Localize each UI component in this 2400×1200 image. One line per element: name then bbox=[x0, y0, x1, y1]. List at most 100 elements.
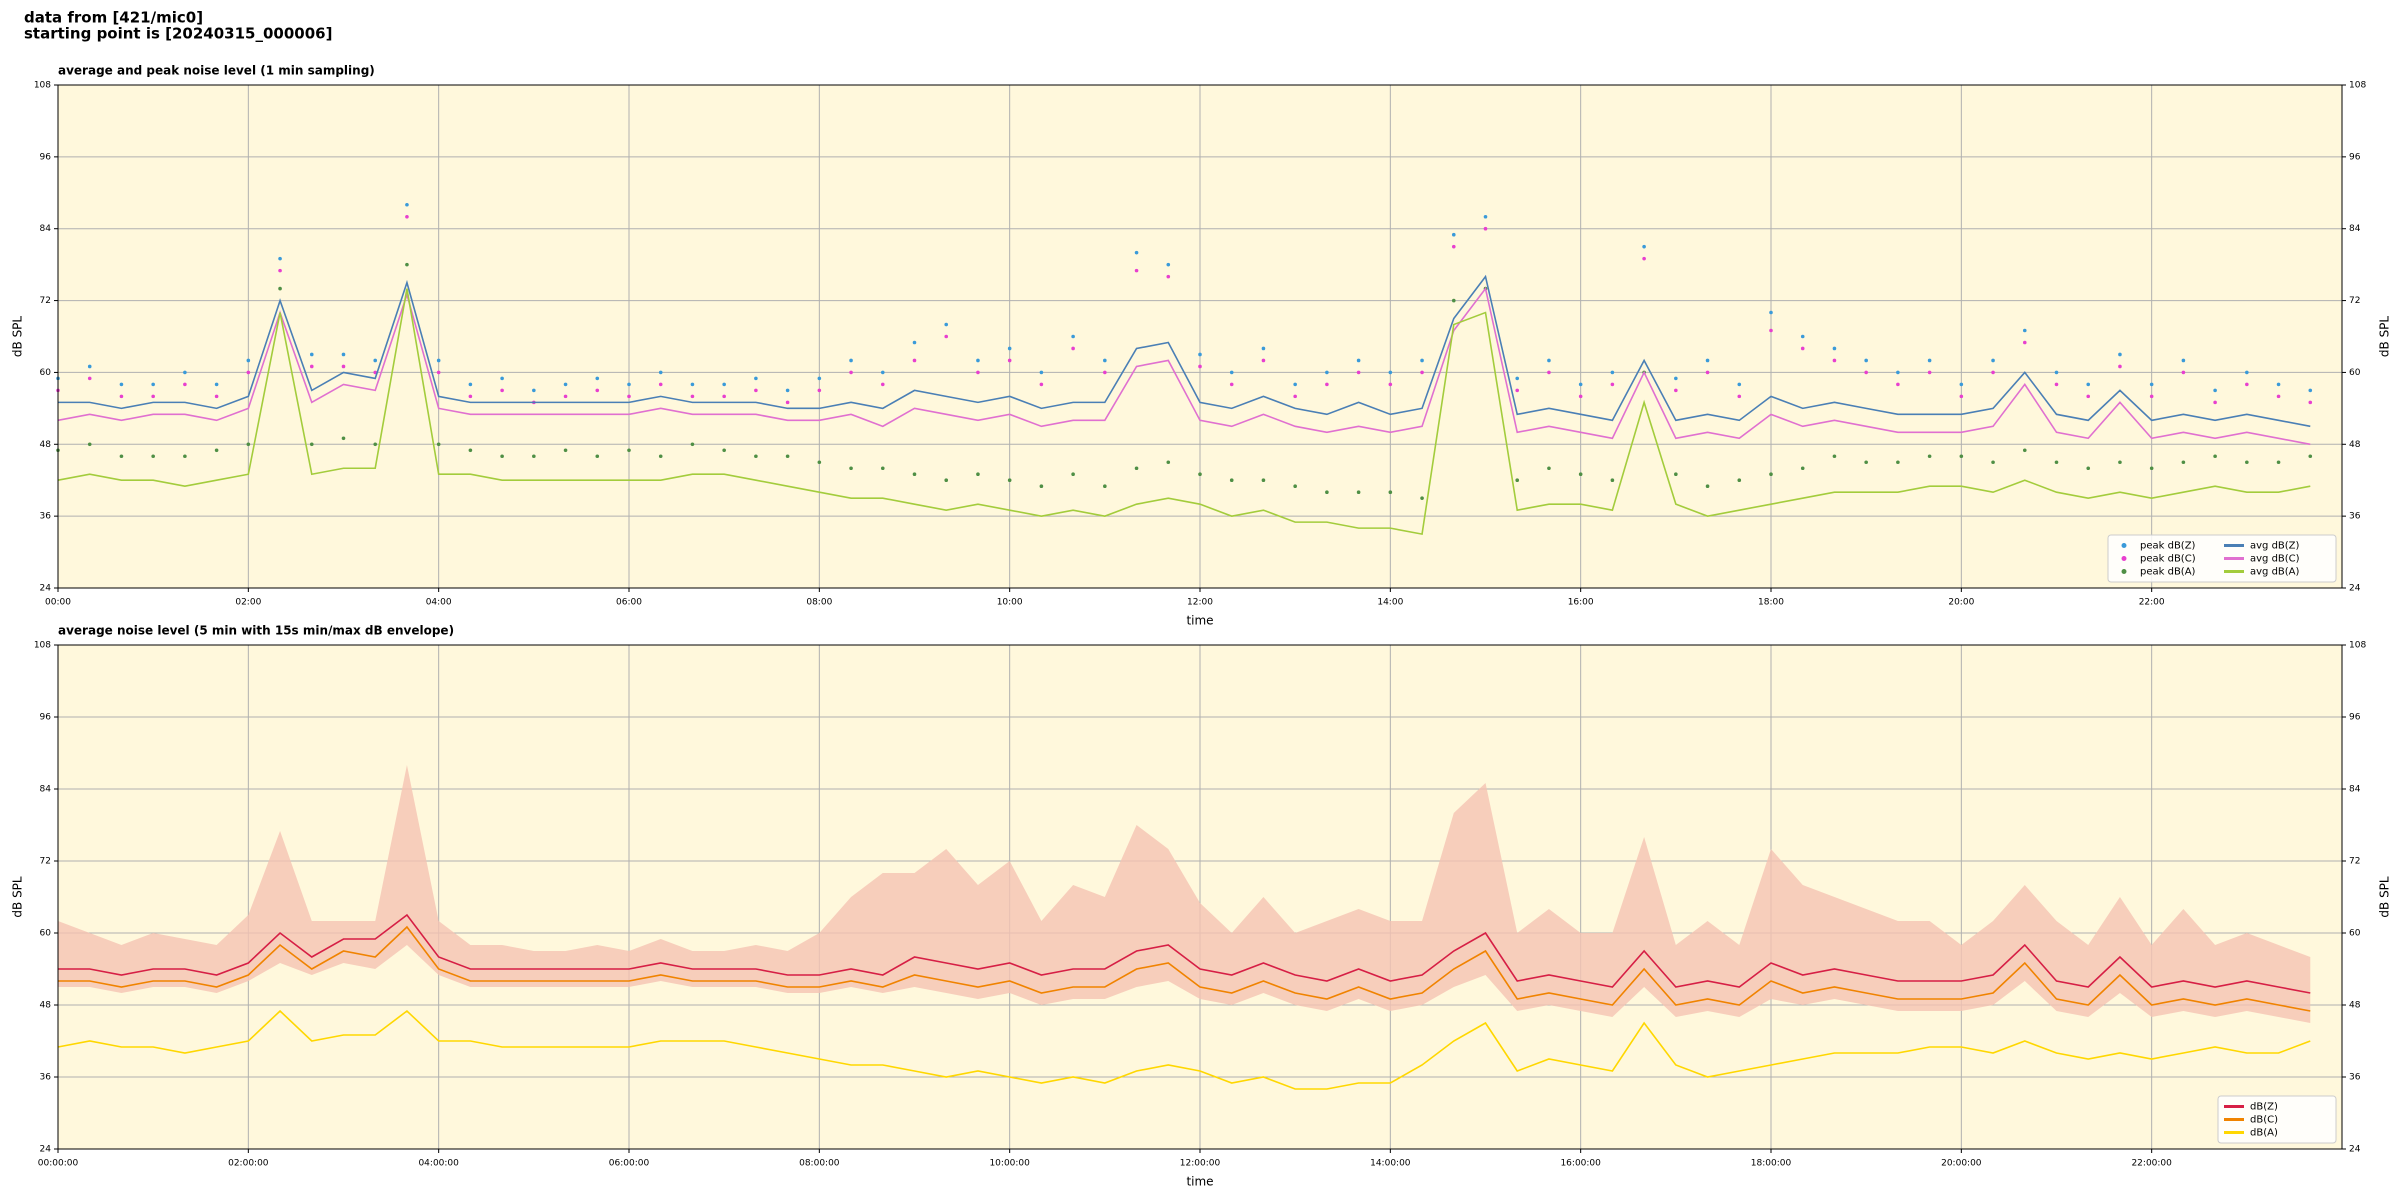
series-line bbox=[58, 925, 2311, 1012]
peak-point bbox=[2308, 388, 2313, 393]
peak-point bbox=[1705, 358, 1710, 363]
legend-label: avg dB(Z) bbox=[2250, 541, 2300, 552]
x-tick-label: 20:00 bbox=[1948, 598, 1974, 608]
peak-point bbox=[1578, 472, 1583, 477]
envelope bbox=[58, 765, 2311, 1023]
plot-frame bbox=[57, 644, 2343, 1150]
y-tick-label: 108 bbox=[34, 641, 51, 651]
peak-point bbox=[278, 286, 282, 291]
legend-label: avg dB(A) bbox=[2250, 567, 2300, 578]
y-tick-label: 60 bbox=[40, 929, 52, 939]
peak-point bbox=[214, 394, 219, 399]
x-tick-label: 00:00 bbox=[45, 598, 71, 608]
x-tick-label: 18:00:00 bbox=[1751, 1159, 1792, 1169]
peak-point bbox=[309, 364, 314, 369]
y-tick-label: 72 bbox=[2349, 296, 2360, 306]
peak-point bbox=[817, 388, 822, 393]
peak-point bbox=[87, 442, 92, 447]
peak-point bbox=[1103, 358, 1107, 363]
chart-title: average and peak noise level (1 min samp… bbox=[58, 64, 375, 78]
x-tick-label: 12:00 bbox=[1187, 598, 1213, 608]
y-tick-label: 36 bbox=[40, 1073, 52, 1083]
y-axis-label: dB SPL bbox=[2378, 316, 2392, 358]
peak-point bbox=[817, 460, 822, 465]
peak-point bbox=[2118, 352, 2122, 357]
peak-point bbox=[2149, 394, 2154, 399]
peak-point bbox=[2118, 460, 2122, 465]
peak-point bbox=[1356, 370, 1361, 375]
series-line bbox=[58, 913, 2311, 994]
peak-point bbox=[1705, 484, 1710, 489]
peak-point bbox=[1927, 370, 1932, 375]
peak-point bbox=[1420, 358, 1424, 363]
peak-point bbox=[1737, 382, 1742, 387]
peak-point bbox=[436, 370, 441, 375]
peak-point bbox=[1515, 478, 1520, 483]
peak-point bbox=[2276, 382, 2281, 387]
peak-point bbox=[1896, 370, 1900, 375]
peak-point bbox=[690, 382, 695, 387]
series-line bbox=[57, 288, 2311, 536]
peak-point bbox=[2308, 400, 2313, 405]
peak-point bbox=[1483, 226, 1488, 231]
y-tick-label: 84 bbox=[40, 785, 52, 795]
peak-point bbox=[1927, 454, 1932, 459]
peak-point bbox=[785, 454, 790, 459]
peak-point bbox=[1039, 484, 1044, 489]
peak-point bbox=[1261, 358, 1266, 363]
y-tick-label: 72 bbox=[40, 857, 51, 867]
peak-point bbox=[436, 358, 441, 363]
peak-point bbox=[1103, 370, 1107, 375]
x-tick-label: 22:00 bbox=[2139, 598, 2165, 608]
peak-point bbox=[1325, 382, 1329, 387]
y-tick-label: 96 bbox=[40, 713, 52, 723]
peak-point bbox=[278, 268, 282, 273]
peak-point bbox=[563, 382, 568, 387]
peak-point bbox=[532, 388, 536, 393]
peak-point bbox=[849, 370, 853, 375]
peak-point bbox=[1610, 478, 1615, 483]
peak-point bbox=[1293, 484, 1297, 489]
y-tick-label: 108 bbox=[34, 81, 51, 91]
peak-point bbox=[1166, 274, 1171, 279]
peak-point bbox=[690, 442, 695, 447]
peak-point bbox=[246, 358, 251, 363]
peak-point bbox=[1578, 394, 1583, 399]
peak-point bbox=[373, 358, 378, 363]
y-tick-label: 108 bbox=[2349, 81, 2366, 91]
y-tick-label: 72 bbox=[40, 296, 51, 306]
peak-point bbox=[1356, 358, 1361, 363]
peak-point bbox=[2181, 460, 2186, 465]
peak-point bbox=[944, 478, 949, 483]
peak-point bbox=[1515, 376, 1520, 381]
legend bbox=[2107, 534, 2337, 583]
x-axis-label: time bbox=[1186, 1175, 1213, 1189]
peak-point bbox=[2149, 382, 2154, 387]
peak-point bbox=[658, 370, 663, 375]
y-tick-label: 36 bbox=[2349, 1073, 2361, 1083]
peak-point bbox=[119, 454, 124, 459]
peak-point bbox=[1229, 478, 1234, 483]
peak-point bbox=[119, 394, 124, 399]
x-tick-label: 08:00 bbox=[806, 598, 832, 608]
peak-point bbox=[1451, 232, 1456, 237]
header-line: data from [421/mic0] bbox=[24, 9, 203, 27]
peak-point bbox=[246, 370, 251, 375]
peak-point bbox=[912, 472, 917, 477]
peak-point bbox=[1325, 370, 1329, 375]
peak-point bbox=[2022, 448, 2027, 453]
x-tick-label: 16:00:00 bbox=[1560, 1159, 1601, 1169]
peak-point bbox=[2086, 466, 2091, 471]
y-tick-label: 60 bbox=[2349, 929, 2361, 939]
x-axis-label: time bbox=[1186, 614, 1213, 628]
peak-point bbox=[690, 394, 695, 399]
peak-point bbox=[563, 394, 568, 399]
y-tick-label: 24 bbox=[40, 1145, 52, 1155]
peak-point bbox=[1737, 394, 1742, 399]
peak-point bbox=[1800, 346, 1805, 351]
peak-point bbox=[817, 376, 822, 381]
peak-point bbox=[1991, 460, 1995, 465]
x-tick-label: 20:00:00 bbox=[1941, 1159, 1982, 1169]
peak-point bbox=[1007, 358, 1012, 363]
peak-point bbox=[1293, 382, 1297, 387]
